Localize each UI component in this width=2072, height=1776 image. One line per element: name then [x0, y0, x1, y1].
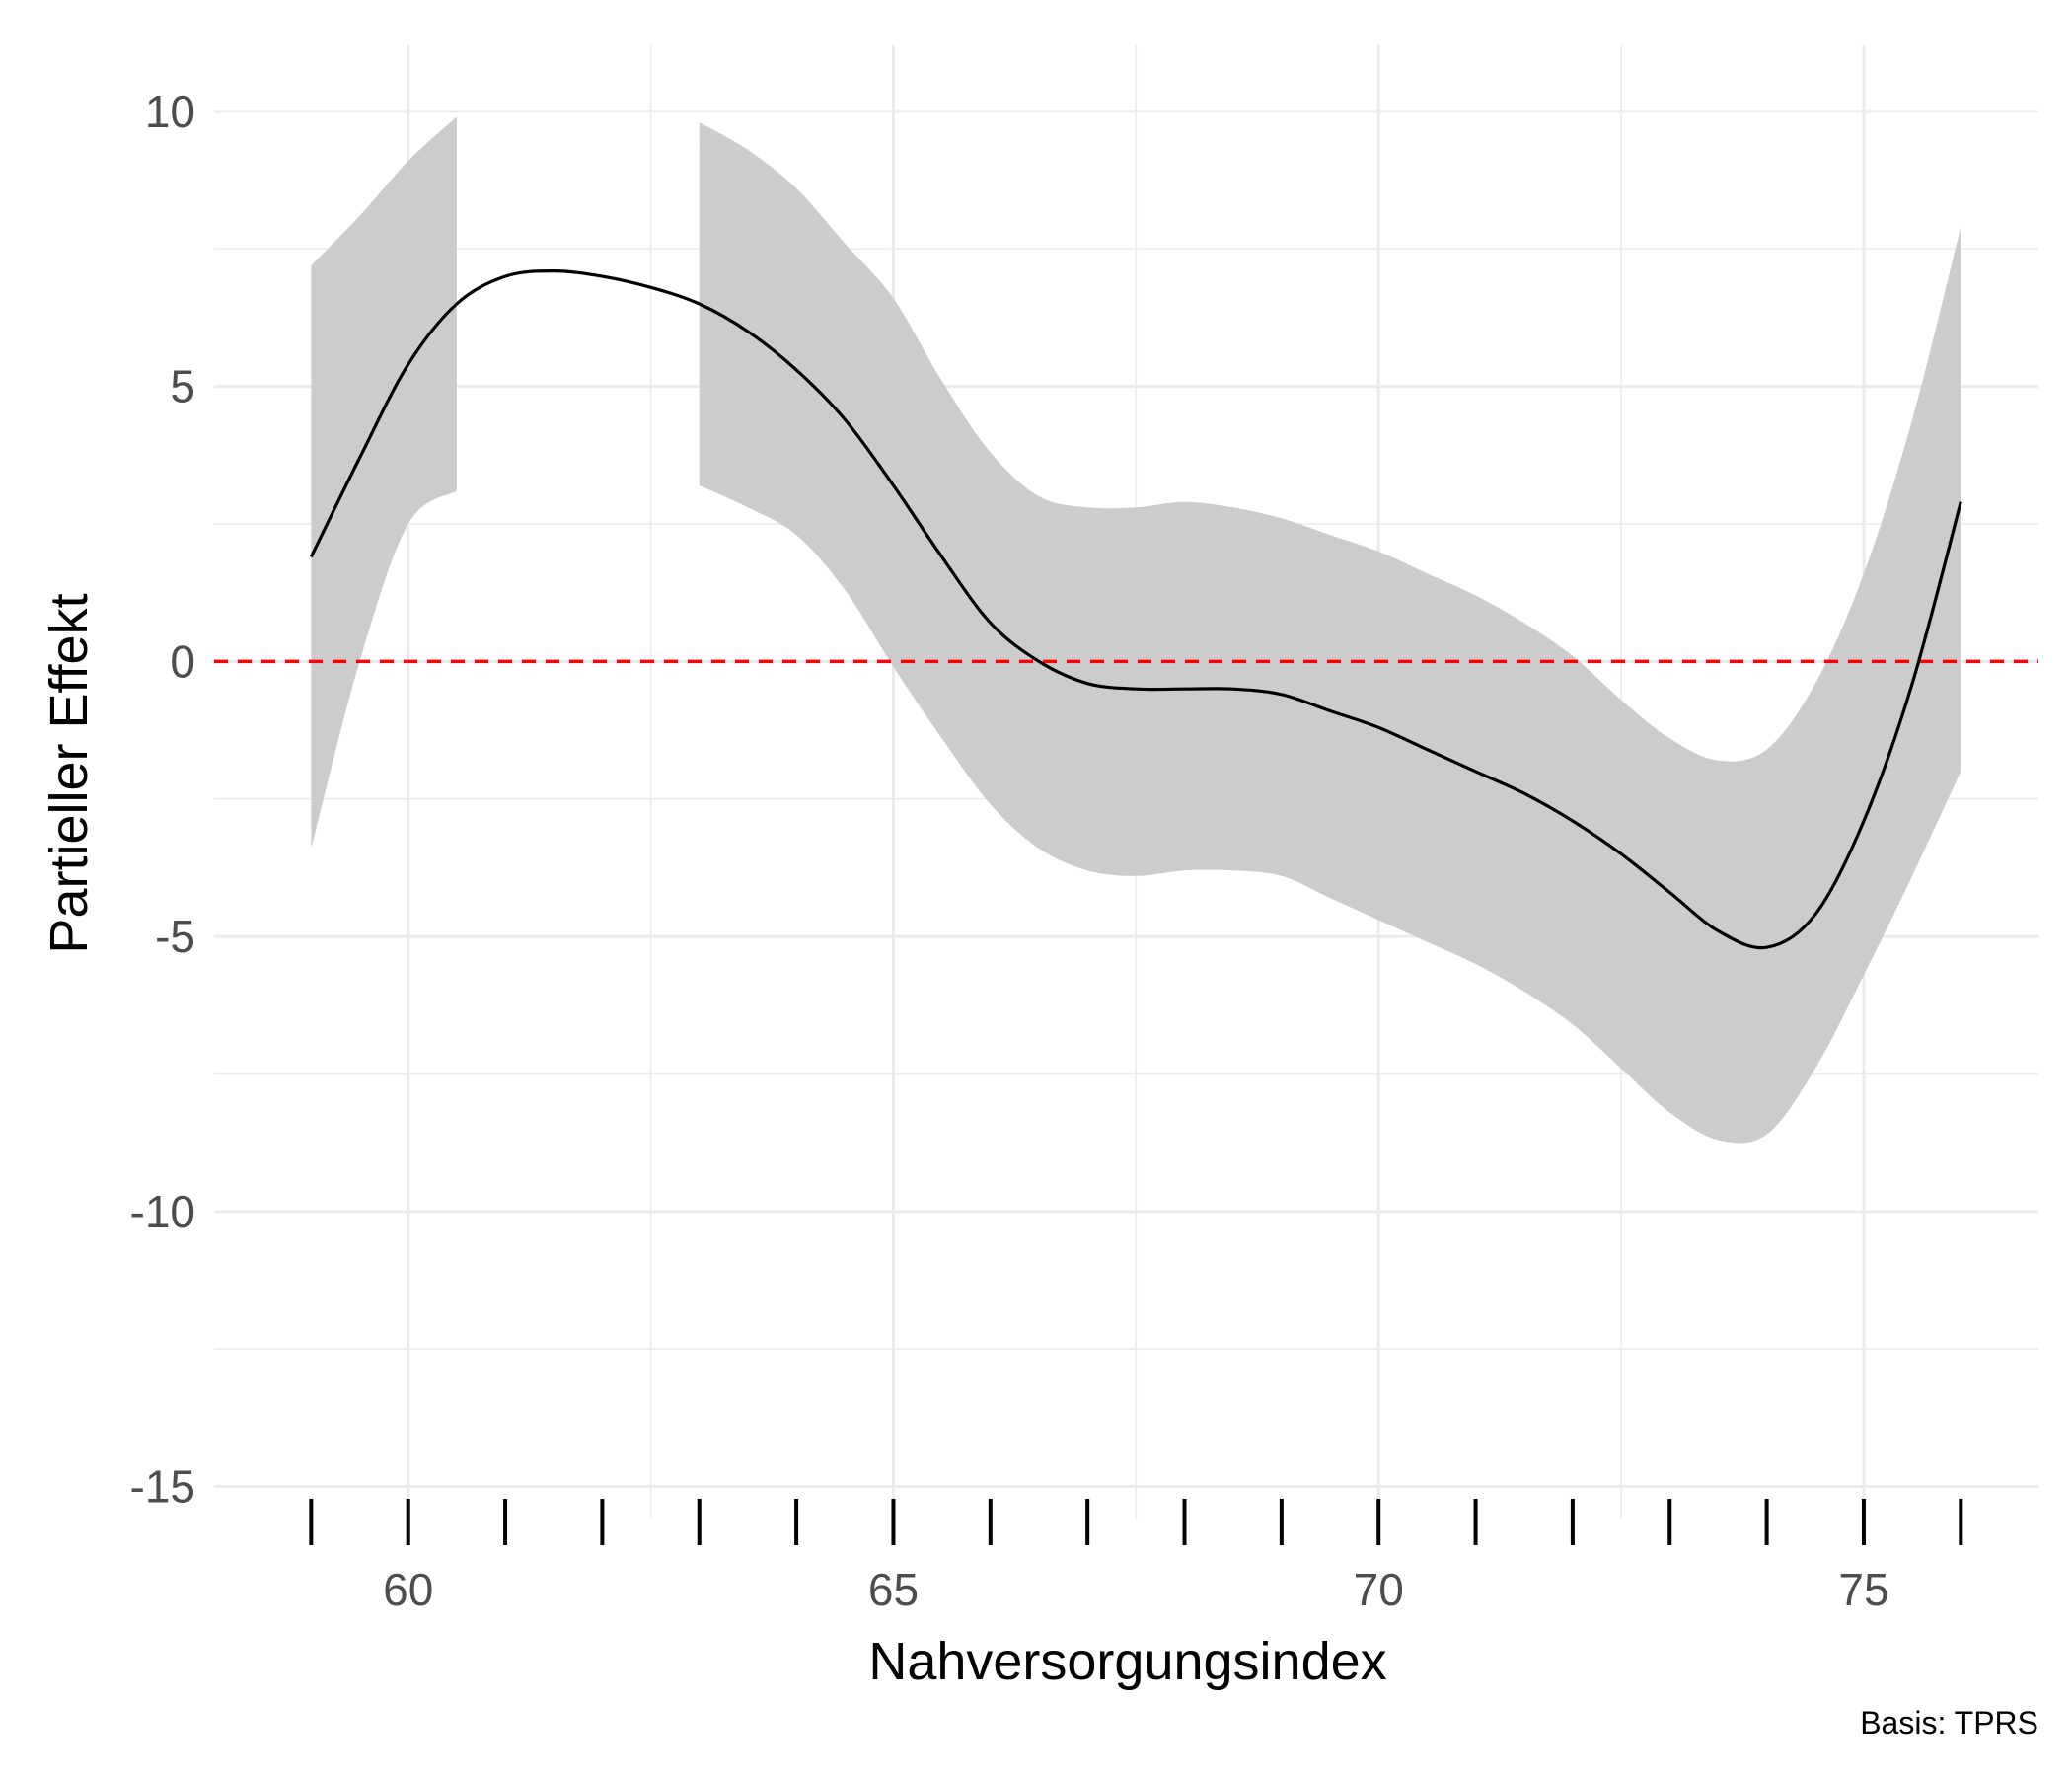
x-tick-labels: 60 65 70 75: [383, 1564, 1888, 1615]
y-axis-title: Partieller Effekt: [39, 593, 99, 953]
x-tick-label: 65: [868, 1564, 919, 1615]
fit-curve: [309, 268, 1962, 950]
y-tick-label: -10: [130, 1186, 195, 1237]
y-tick-label: -5: [155, 911, 195, 962]
confidence-band-segment: [311, 116, 457, 849]
x-tick-label: 70: [1354, 1564, 1404, 1615]
x-axis-title: Nahversorgungsindex: [868, 1632, 1386, 1691]
confidence-band: [311, 116, 1961, 1144]
fit-line: [309, 268, 1962, 950]
x-tick-label: 75: [1838, 1564, 1888, 1615]
y-tick-label: -15: [130, 1461, 195, 1513]
y-tick-label: 0: [170, 635, 195, 687]
y-tick-label: 10: [145, 86, 195, 137]
y-tick-labels: 10 5 0 -5 -10 -15: [130, 86, 195, 1513]
confidence-band-segment: [699, 122, 1961, 1144]
rug-ticks: [309, 1499, 1963, 1545]
caption: Basis: TPRS: [1860, 1705, 2038, 1740]
x-tick-label: 60: [383, 1564, 433, 1615]
y-tick-label: 5: [170, 361, 195, 412]
